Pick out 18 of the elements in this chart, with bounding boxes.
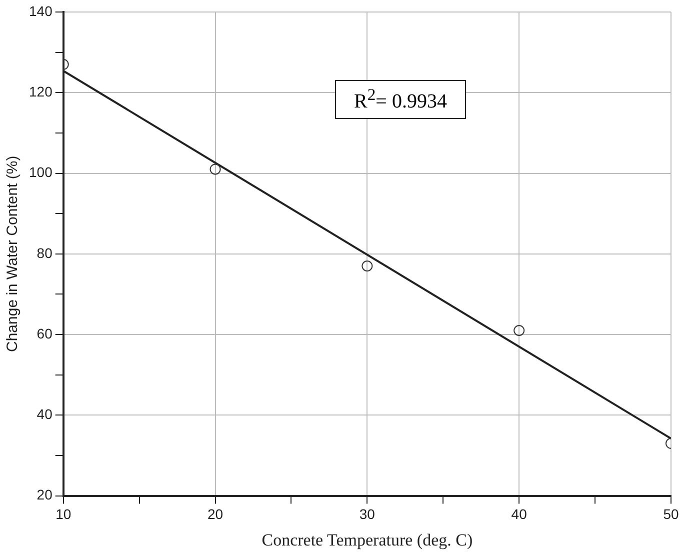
x-tick-label: 10 xyxy=(56,506,72,522)
x-tick-label: 20 xyxy=(207,506,224,522)
y-tick-label: 100 xyxy=(29,164,53,180)
x-tick-label: 40 xyxy=(511,506,528,522)
y-tick-label: 60 xyxy=(36,325,53,342)
y-tick-label: 80 xyxy=(36,244,53,261)
point xyxy=(362,260,373,272)
y-tick-label: 120 xyxy=(29,83,53,100)
point xyxy=(210,164,221,175)
annotation: R$^{2}$= 0.9934 xyxy=(335,80,466,119)
point xyxy=(514,325,525,336)
y-axis-title: Change in Water Content (%) xyxy=(4,156,22,352)
y-tick-label: 140 xyxy=(29,2,53,19)
x-tick-label: 30 xyxy=(359,506,376,522)
x-tick-label: 50 xyxy=(663,506,679,522)
y-tick-label: 40 xyxy=(36,406,53,422)
y-tick-label: 20 xyxy=(36,486,53,503)
x-axis-title: Concrete Temperature (deg. C) xyxy=(262,530,473,550)
